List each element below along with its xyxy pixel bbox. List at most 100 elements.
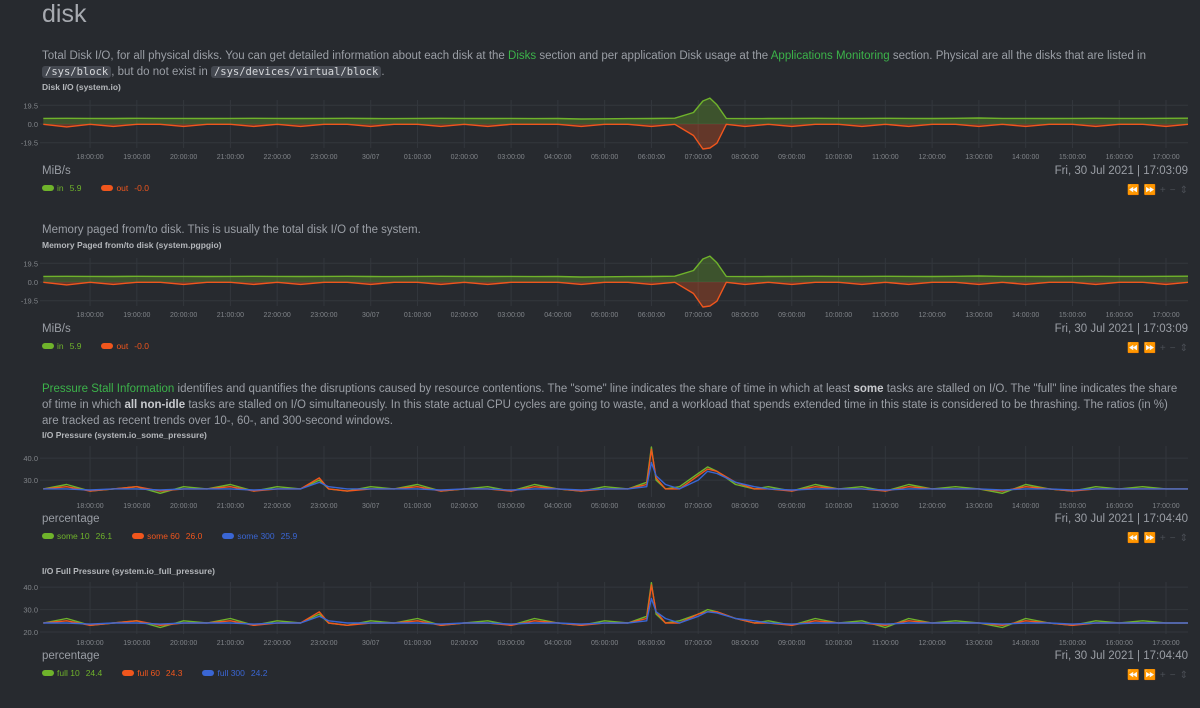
resize-icon[interactable]: ⇕ xyxy=(1179,185,1188,196)
x-tick-label: 17:00:00 xyxy=(1152,640,1179,647)
description-text: tasks are stalled on I/O. The "full" lin… xyxy=(42,383,1178,411)
x-tick-label: 05:00:00 xyxy=(591,640,618,647)
x-tick-label: 15:00:00 xyxy=(1059,640,1086,647)
y-tick-label: 19.5 xyxy=(23,259,38,268)
legend-name: in xyxy=(57,341,64,351)
pan-left-icon[interactable]: ⏪ xyxy=(1127,670,1140,681)
legend-item-some-300[interactable]: some 300 25.9 xyxy=(222,531,297,541)
legend-item-full-300[interactable]: full 300 24.2 xyxy=(202,668,267,678)
legend-item-in[interactable]: in 5.9 xyxy=(42,183,81,193)
legend-value: 24.4 xyxy=(85,668,103,678)
x-tick-label: 04:00:00 xyxy=(544,312,571,319)
disk-io-description: Total Disk I/O, for all physical disks. … xyxy=(42,48,1182,80)
x-tick-label: 08:00:00 xyxy=(731,154,758,161)
series-line-in xyxy=(43,97,1189,120)
x-tick-label: 19:00:00 xyxy=(123,640,150,647)
legend-name: some 10 xyxy=(57,531,90,541)
series-area-out xyxy=(43,282,1188,307)
legend-value: 24.3 xyxy=(165,668,183,678)
x-tick-label: 13:00:00 xyxy=(965,503,992,510)
x-tick-label: 09:00:00 xyxy=(778,503,805,510)
description-text: identifies and quantifies the disruption… xyxy=(174,383,854,395)
legend-item-full-10[interactable]: full 10 24.4 xyxy=(42,668,102,678)
resize-icon[interactable]: ⇕ xyxy=(1179,533,1188,544)
legend-value: 26.0 xyxy=(185,531,203,541)
series-line-full-300 xyxy=(43,597,1188,625)
legend-value: -0.0 xyxy=(134,183,149,193)
legend-name: out xyxy=(116,183,129,193)
x-tick-label: 07:00:00 xyxy=(685,154,712,161)
x-tick-label: 18:00:00 xyxy=(76,154,103,161)
pan-right-icon[interactable]: ⏩ xyxy=(1143,670,1156,681)
x-tick-label: 16:00:00 xyxy=(1106,312,1133,319)
x-tick-label: 09:00:00 xyxy=(778,312,805,319)
x-tick-label: 02:00:00 xyxy=(451,154,478,161)
io-full-pressure-chart-title: I/O Full Pressure (system.io_full_pressu… xyxy=(42,566,215,576)
zoom-out-icon[interactable]: − xyxy=(1169,343,1176,354)
legend-item-in[interactable]: in 5.9 xyxy=(42,341,81,351)
zoom-in-icon[interactable]: + xyxy=(1159,185,1166,196)
x-tick-label: 15:00:00 xyxy=(1059,154,1086,161)
pan-right-icon[interactable]: ⏩ xyxy=(1143,533,1156,544)
resize-icon[interactable]: ⇕ xyxy=(1179,343,1188,354)
x-tick-label: 12:00:00 xyxy=(918,312,945,319)
pan-right-icon[interactable]: ⏩ xyxy=(1143,343,1156,354)
y-tick-label: 30.0 xyxy=(23,476,38,485)
pan-left-icon[interactable]: ⏪ xyxy=(1127,343,1140,354)
chart-legend: full 10 24.4 full 60 24.3 full 300 24.2 xyxy=(42,668,267,678)
pressure-stall-information-link[interactable]: Pressure Stall Information xyxy=(42,383,175,395)
x-tick-label: 10:00:00 xyxy=(825,503,852,510)
legend-item-full-60[interactable]: full 60 24.3 xyxy=(122,668,182,678)
pgpgio-description: Memory paged from/to disk. This is usual… xyxy=(42,224,421,236)
series-line-some-300 xyxy=(43,461,1188,491)
applications-monitoring-link[interactable]: Applications Monitoring xyxy=(770,50,890,62)
description-text: . xyxy=(381,66,385,78)
x-tick-label: 18:00:00 xyxy=(76,640,103,647)
disk-io-chart[interactable]: 18:00:00 19:00:00 20:00:00 21:00:00 22:00:00… xyxy=(0,96,1200,168)
x-tick-label: 08:00:00 xyxy=(731,640,758,647)
zoom-out-icon[interactable]: − xyxy=(1169,670,1176,681)
zoom-in-icon[interactable]: + xyxy=(1159,343,1166,354)
zoom-in-icon[interactable]: + xyxy=(1159,670,1166,681)
series-area-in xyxy=(43,98,1188,124)
y-tick-label: 40.0 xyxy=(23,583,38,592)
description-text: Total Disk I/O, for all physical disks. … xyxy=(42,50,509,62)
x-tick-label: 23:00:00 xyxy=(310,503,337,510)
legend-swatch xyxy=(122,670,135,676)
pgpgio-chart[interactable]: 18:00:00 19:00:00 20:00:00 21:00:00 22:00:00… xyxy=(0,254,1200,326)
x-tick-label: 04:00:00 xyxy=(544,640,571,647)
x-tick-label: 07:00:00 xyxy=(685,503,712,510)
zoom-in-icon[interactable]: + xyxy=(1159,533,1166,544)
x-tick-label: 23:00:00 xyxy=(310,312,337,319)
legend-value: 24.2 xyxy=(250,668,268,678)
legend-name: some 300 xyxy=(237,531,275,541)
legend-item-out[interactable]: out -0.0 xyxy=(101,183,149,193)
x-tick-label: 10:00:00 xyxy=(825,154,852,161)
x-tick-label: 12:00:00 xyxy=(918,640,945,647)
legend-item-some-60[interactable]: some 60 26.0 xyxy=(132,531,202,541)
zoom-out-icon[interactable]: − xyxy=(1169,533,1176,544)
io-some-pressure-chart[interactable]: 18:00:00 19:00:00 20:00:00 21:00:00 22:00:00… xyxy=(0,442,1200,517)
legend-name: full 10 xyxy=(57,668,80,678)
pan-right-icon[interactable]: ⏩ xyxy=(1143,185,1156,196)
zoom-out-icon[interactable]: − xyxy=(1169,185,1176,196)
resize-icon[interactable]: ⇕ xyxy=(1179,670,1188,681)
disks-link[interactable]: Disks xyxy=(508,50,537,62)
x-tick-label: 14:00:00 xyxy=(1012,503,1039,510)
chart-toolbar: ⏪ ⏩ + − ⇕ xyxy=(1127,670,1188,681)
x-tick-label: 07:00:00 xyxy=(685,640,712,647)
pan-left-icon[interactable]: ⏪ xyxy=(1127,185,1140,196)
disk-io-chart-title: Disk I/O (system.io) xyxy=(42,82,121,92)
x-tick-label: 22:00:00 xyxy=(264,154,291,161)
pan-left-icon[interactable]: ⏪ xyxy=(1127,533,1140,544)
legend-swatch xyxy=(42,185,54,191)
legend-item-some-10[interactable]: some 10 26.1 xyxy=(42,531,112,541)
x-tick-label: 04:00:00 xyxy=(544,154,571,161)
x-tick-label: 08:00:00 xyxy=(731,503,758,510)
legend-value: 5.9 xyxy=(69,183,82,193)
x-tick-label: 30/07 xyxy=(362,312,380,319)
legend-item-out[interactable]: out -0.0 xyxy=(101,341,149,351)
x-tick-label: 21:00:00 xyxy=(217,154,244,161)
x-tick-label: 06:00:00 xyxy=(638,154,665,161)
io-full-pressure-chart[interactable]: 18:00:00 19:00:00 20:00:00 21:00:00 22:00:00… xyxy=(0,578,1200,654)
